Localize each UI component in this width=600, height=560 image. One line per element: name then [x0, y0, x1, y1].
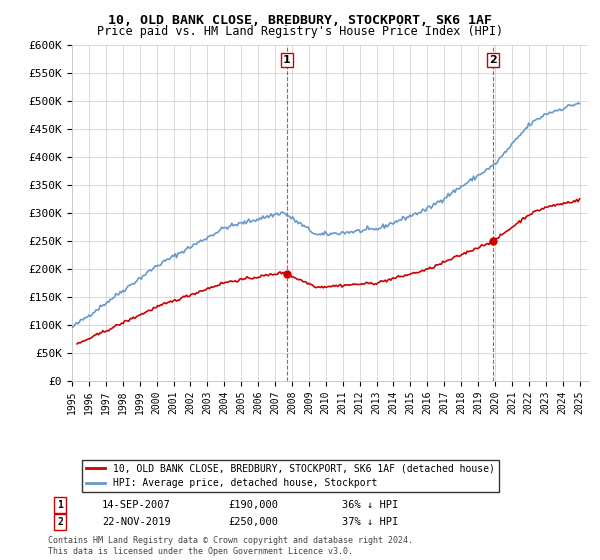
Legend: 10, OLD BANK CLOSE, BREDBURY, STOCKPORT, SK6 1AF (detached house), HPI: Average : 10, OLD BANK CLOSE, BREDBURY, STOCKPORT,… [82, 460, 499, 492]
Text: 2: 2 [490, 55, 497, 65]
Text: 14-SEP-2007: 14-SEP-2007 [102, 500, 171, 510]
Text: 22-NOV-2019: 22-NOV-2019 [102, 517, 171, 527]
Text: 36% ↓ HPI: 36% ↓ HPI [342, 500, 398, 510]
Text: 1: 1 [283, 55, 291, 65]
Text: 1: 1 [57, 500, 63, 510]
Text: £250,000: £250,000 [228, 517, 278, 527]
Text: £190,000: £190,000 [228, 500, 278, 510]
Text: Contains HM Land Registry data © Crown copyright and database right 2024.
This d: Contains HM Land Registry data © Crown c… [48, 536, 413, 556]
Text: 2: 2 [57, 517, 63, 527]
Text: 10, OLD BANK CLOSE, BREDBURY, STOCKPORT, SK6 1AF: 10, OLD BANK CLOSE, BREDBURY, STOCKPORT,… [108, 14, 492, 27]
Text: 37% ↓ HPI: 37% ↓ HPI [342, 517, 398, 527]
Text: Price paid vs. HM Land Registry's House Price Index (HPI): Price paid vs. HM Land Registry's House … [97, 25, 503, 38]
